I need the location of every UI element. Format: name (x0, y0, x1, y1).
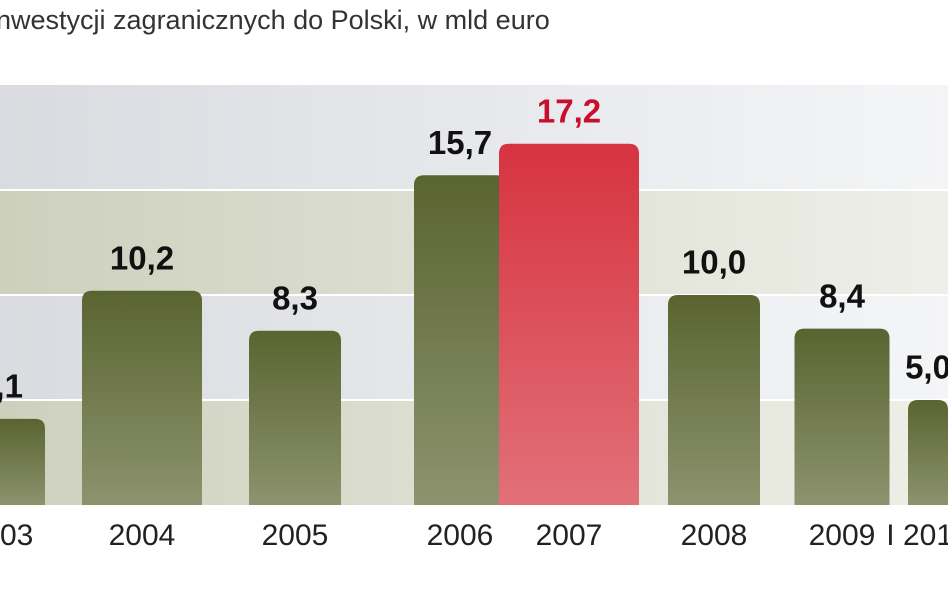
x-tick-label: 2008 (681, 519, 748, 552)
bar (668, 295, 760, 505)
value-label: 17,2 (537, 93, 601, 130)
bar (499, 143, 639, 506)
value-label: 4,1 (0, 368, 23, 405)
bar (908, 400, 948, 505)
bar (249, 330, 341, 505)
x-tick-label: 2007 (536, 519, 603, 552)
background-band (0, 85, 948, 190)
x-tick-label: 2005 (262, 519, 329, 552)
bar (82, 290, 202, 505)
x-tick-label: I 2010 (886, 519, 948, 552)
value-label: 5,0 (905, 349, 948, 386)
x-tick-label: 2009 (809, 519, 876, 552)
bar (794, 328, 890, 505)
value-label: 8,3 (272, 279, 318, 316)
x-tick-label: 2006 (427, 519, 494, 552)
bar (414, 175, 506, 506)
chart-title: nwestycji zagranicznych do Polski, w mld… (0, 5, 550, 35)
value-label: 10,2 (110, 240, 174, 277)
value-label: 8,4 (819, 277, 866, 314)
value-label: 15,7 (428, 124, 492, 161)
value-label: 10,0 (682, 244, 746, 281)
bar (0, 418, 45, 505)
x-tick-label: 2004 (109, 519, 176, 552)
x-tick-label: 2003 (0, 519, 33, 552)
